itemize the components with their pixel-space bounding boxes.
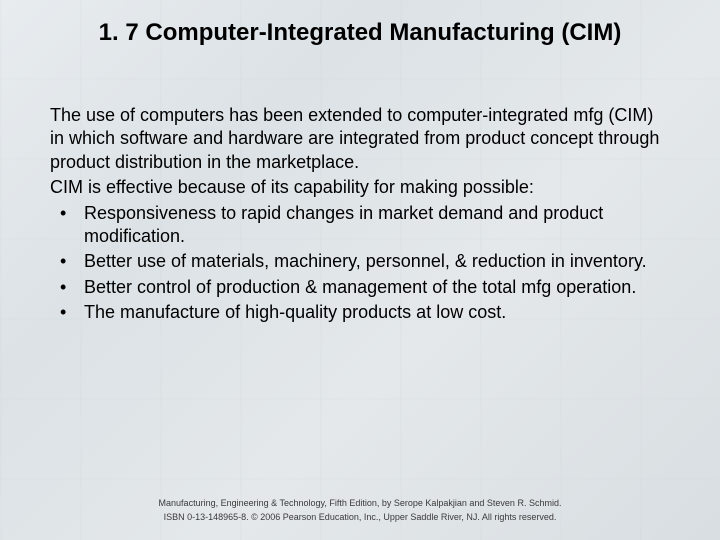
lead-sentence: CIM is effective because of its capabili…: [50, 176, 670, 199]
bullet-list: Responsiveness to rapid changes in marke…: [50, 202, 670, 325]
slide-title: 1. 7 Computer-Integrated Manufacturing (…: [50, 18, 670, 48]
slide-container: 1. 7 Computer-Integrated Manufacturing (…: [0, 0, 720, 540]
list-item: Better use of materials, machinery, pers…: [50, 250, 670, 273]
footer-line-2: ISBN 0-13-148965-8. © 2006 Pearson Educa…: [0, 511, 720, 525]
slide-footer: Manufacturing, Engineering & Technology,…: [0, 497, 720, 524]
list-item: The manufacture of high-quality products…: [50, 301, 670, 324]
list-item: Better control of production & managemen…: [50, 276, 670, 299]
intro-paragraph: The use of computers has been extended t…: [50, 104, 670, 174]
slide-content: The use of computers has been extended t…: [50, 104, 670, 325]
list-item: Responsiveness to rapid changes in marke…: [50, 202, 670, 249]
footer-line-1: Manufacturing, Engineering & Technology,…: [0, 497, 720, 511]
